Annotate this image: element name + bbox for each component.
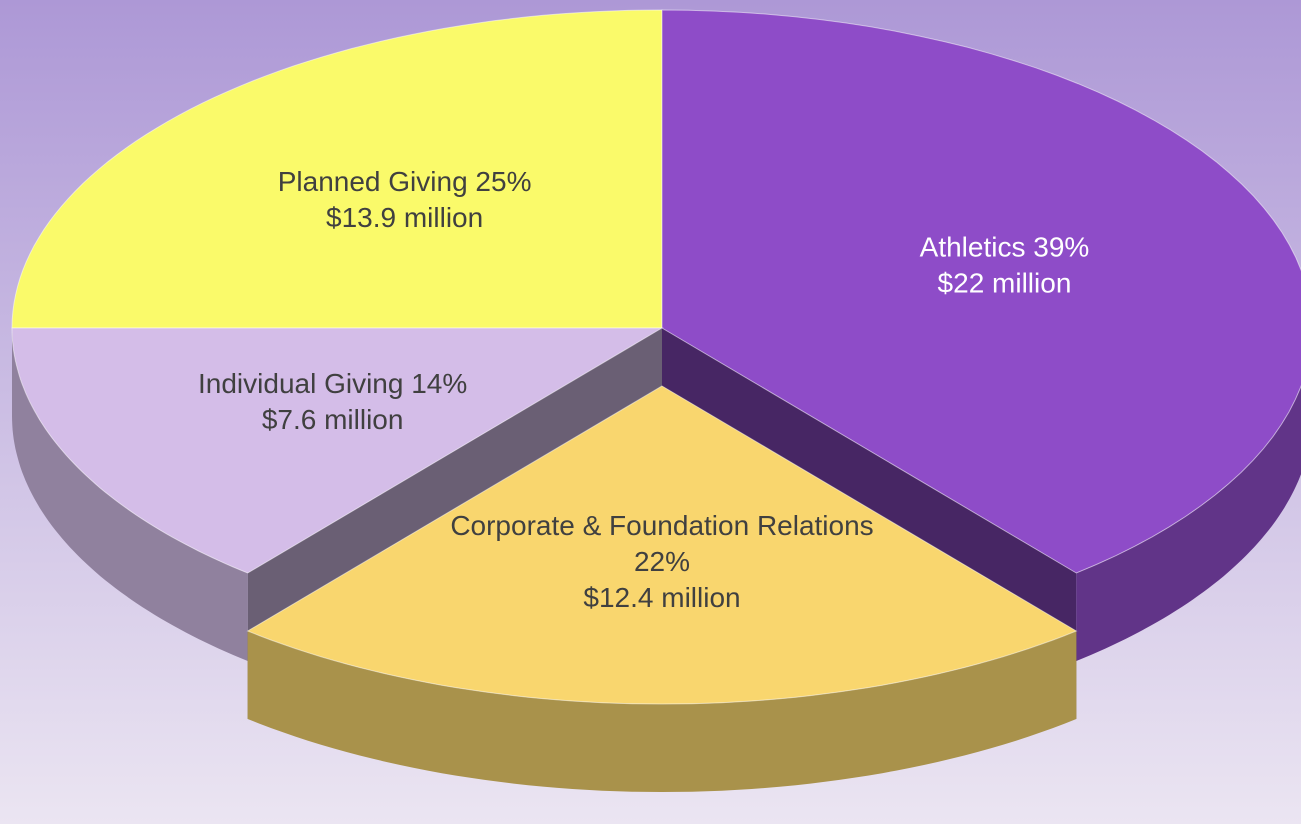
amount-label: $22 million	[938, 268, 1072, 299]
percent-label: 14%	[411, 368, 467, 399]
slice	[11, 327, 664, 574]
amount-label: $12.4 million	[583, 582, 740, 613]
percent-label: 25%	[475, 166, 531, 197]
data-label: Corporate & Foundation Relations 22% $12.4…	[450, 510, 873, 613]
data-label: Individual Giving 14% $7.6 million	[198, 368, 467, 435]
slice	[661, 9, 1301, 574]
slice-group	[246, 385, 1078, 792]
percent-label: 22%	[634, 546, 690, 577]
category-label: Individual Giving	[198, 368, 403, 399]
percent-label: 39%	[1033, 232, 1089, 263]
data-label: Athletics 39% $22 million	[920, 232, 1090, 299]
category-label: Planned Giving	[278, 166, 468, 197]
slice	[11, 9, 663, 329]
data-label: Planned Giving 25% $13.9 million	[278, 166, 532, 233]
slice-wall	[12, 328, 248, 661]
slice-wall	[247, 631, 1077, 792]
slice	[246, 385, 1078, 705]
slice-wall	[1076, 386, 1301, 661]
category-label: Athletics	[920, 232, 1026, 263]
category-label: Corporate & Foundation Relations	[450, 510, 873, 541]
amount-label: $7.6 million	[262, 404, 404, 435]
amount-label: $13.9 million	[326, 202, 483, 233]
